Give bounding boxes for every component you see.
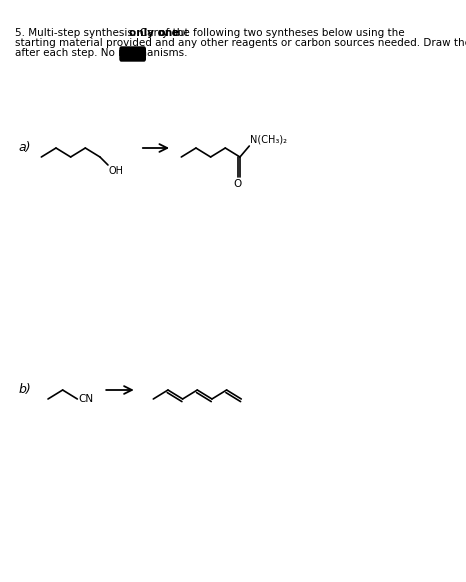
Text: N(CH₃)₂: N(CH₃)₂ xyxy=(250,135,287,145)
Text: b): b) xyxy=(19,384,31,396)
Text: 5. Multi-step synthesis: Carry out: 5. Multi-step synthesis: Carry out xyxy=(14,28,192,38)
Text: after each step. No mechanisms.: after each step. No mechanisms. xyxy=(14,48,187,58)
Text: CN: CN xyxy=(79,394,94,404)
FancyBboxPatch shape xyxy=(120,47,145,61)
Text: a): a) xyxy=(19,141,31,154)
Text: of the following two syntheses below using the: of the following two syntheses below usi… xyxy=(156,28,404,38)
Text: starting material provided and any other reagents or carbon sources needed. Draw: starting material provided and any other… xyxy=(14,38,466,48)
Text: OH: OH xyxy=(109,166,123,176)
Text: only one: only one xyxy=(129,28,180,38)
Text: O: O xyxy=(233,179,241,189)
